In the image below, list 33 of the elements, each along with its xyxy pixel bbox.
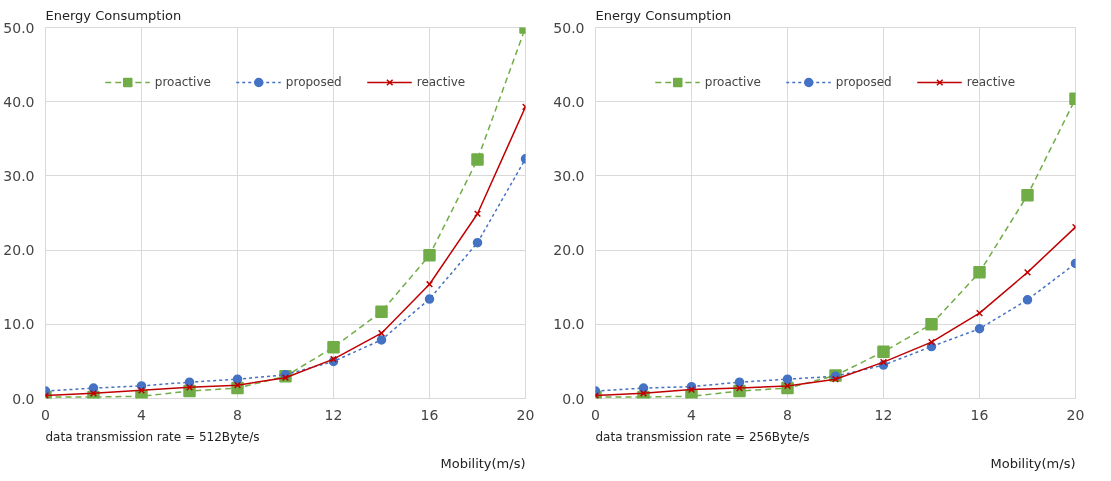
x-tick-label: 20 [516,406,535,423]
y-tick-label: 30.0 [553,167,585,184]
text: data transmission rate = 512Byte/s [45,429,260,444]
y-tick-label: 30.0 [3,167,35,184]
x-tick-label: 8 [783,406,792,423]
y-tick-label: 40.0 [553,93,585,110]
x-axis-title: Mobility(m/s) [990,455,1076,471]
x-tick-label: 0 [41,406,50,423]
x-tick-label: 4 [687,406,697,423]
x-tick-label: 16 [970,406,989,423]
x-tick-label: 4 [137,406,147,423]
y-tick-label: 0.0 [12,390,35,407]
y-tick-label: 50.0 [3,19,35,36]
y-tick-label: 10.0 [3,316,35,333]
x-tick-label: 12 [324,406,343,423]
y-tick-label: 40.0 [3,93,35,110]
legend-label: proposed [835,75,892,89]
legend-label: proactive [704,75,761,89]
text: data transmission rate = 256Byte/s [595,429,810,444]
legend-label: reactive [966,75,1016,89]
x-tick-label: 0 [591,406,600,423]
chart-title: Energy Consumption [45,7,182,23]
y-tick-label: 10.0 [553,316,585,333]
x-axis-title: Mobility(m/s) [440,455,526,471]
y-tick-label: 20.0 [553,242,585,259]
chart-title: Energy Consumption [595,7,732,23]
x-tick-label: 16 [420,406,439,423]
y-tick-label: 0.0 [562,390,585,407]
x-tick-label: 8 [233,406,242,423]
y-tick-label: 50.0 [553,19,585,36]
x-tick-label: 12 [874,406,893,423]
y-tick-label: 20.0 [3,242,35,259]
x-tick-label: 20 [1066,406,1085,423]
